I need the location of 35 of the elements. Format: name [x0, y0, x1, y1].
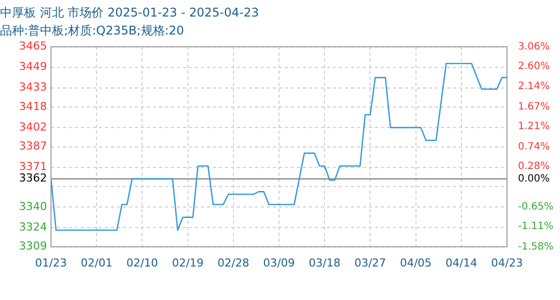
y-tick-label: 3418 — [19, 100, 47, 113]
y2-tick-label: 2.14% — [518, 81, 550, 92]
chart-title: 中厚板 河北 市场价 2025-01-23 - 2025-04-23 — [0, 5, 259, 20]
y2-tick-label: -0.65% — [518, 201, 554, 212]
y2-tick-label: 0.28% — [518, 161, 550, 172]
y-tick-label: 3387 — [19, 140, 47, 153]
x-tick-label: 04/05 — [400, 256, 432, 270]
y-tick-label: 3449 — [19, 60, 47, 74]
y-tick-label: 3433 — [19, 80, 47, 94]
y2-tick-label: -1.11% — [518, 221, 554, 232]
y-tick-label: 3340 — [19, 200, 47, 213]
x-tick-label: 01/23 — [35, 256, 67, 270]
x-tick-label: 03/09 — [263, 256, 295, 270]
y-tick-label: 3309 — [19, 240, 47, 253]
x-tick-label: 04/23 — [491, 256, 523, 270]
x-tick-label: 02/28 — [218, 256, 250, 270]
y2-tick-label: 2.60% — [518, 61, 550, 72]
chart-subtitle: 品种:普中板;材质:Q235B;规格:20 — [0, 24, 184, 38]
x-tick-label: 04/14 — [446, 256, 478, 270]
y2-tick-label: 0.00% — [518, 173, 550, 184]
y-tick-label: 3362 — [19, 172, 47, 185]
x-tick-label: 02/10 — [126, 256, 158, 270]
y-tick-label: 3324 — [19, 220, 47, 234]
x-tick-label: 03/27 — [354, 256, 386, 270]
x-tick-label: 03/18 — [308, 256, 340, 270]
x-tick-label: 02/01 — [80, 256, 112, 270]
y-tick-label: 3402 — [19, 120, 47, 134]
y-tick-label: 3465 — [19, 40, 47, 53]
x-tick-label: 02/19 — [172, 256, 204, 270]
y2-tick-label: -1.58% — [518, 241, 554, 252]
y2-tick-label: 3.06% — [518, 41, 550, 52]
y2-tick-label: 0.74% — [518, 141, 550, 152]
y2-tick-label: 1.21% — [518, 121, 550, 132]
y-tick-label: 3371 — [19, 160, 47, 174]
y2-tick-label: 1.67% — [518, 101, 550, 112]
